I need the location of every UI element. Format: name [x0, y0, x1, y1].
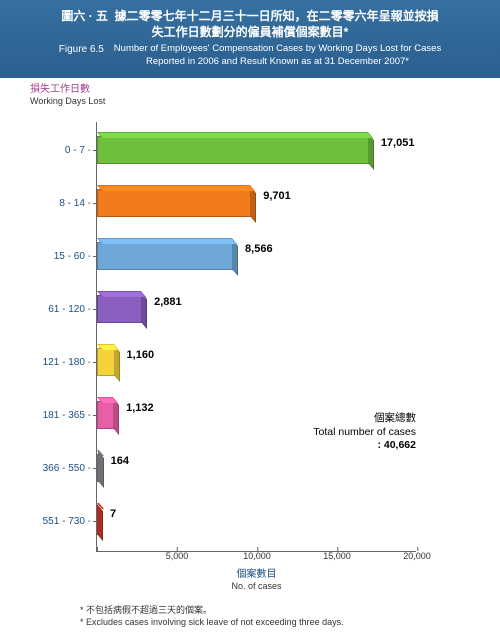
footnote-cn: * 不包括病假不超過三天的個案。 [80, 604, 480, 617]
bar: 9,701 [97, 189, 252, 217]
chart-area: 損失工作日數 Working Days Lost 5,00010,00015,0… [0, 78, 500, 552]
title-cn-l2: 失工作日數劃分的僱員補償個案數目* [152, 25, 349, 39]
y-axis-title-en: Working Days Lost [30, 96, 105, 106]
bar-category-label: 8 - 14 [59, 198, 97, 209]
y-axis-title-cn: 損失工作日數 [30, 84, 90, 95]
total-label-en: Total number of cases [313, 426, 416, 438]
bar-row: 121 - 1801,160 [97, 348, 116, 376]
y-axis-title: 損失工作日數 Working Days Lost [30, 84, 105, 108]
chart-header: 圖六 · 五 據二零零七年十二月三十一日所知，在二零零六年呈報並按損 失工作日數… [0, 0, 500, 78]
bar-row: 61 - 1202,881 [97, 295, 143, 323]
x-axis-title-en: No. of cases [231, 581, 281, 591]
footnote-en: * Excludes cases involving sick leave of… [80, 616, 480, 629]
bar-value-label: 2,881 [142, 296, 182, 308]
bar-row: 366 - 550164 [97, 454, 100, 482]
bar-value-label: 7 [98, 508, 116, 520]
bar-value-label: 8,566 [233, 243, 273, 255]
footnotes: * 不包括病假不超過三天的個案。 * Excludes cases involv… [80, 604, 480, 629]
total-label-cn: 個案總數 [374, 412, 416, 424]
total-box: 個案總數 Total number of cases : 40,662 [307, 412, 416, 453]
bar: 17,051 [97, 136, 370, 164]
x-tick: 5,000 [166, 551, 189, 561]
bar-row: 15 - 608,566 [97, 242, 234, 270]
bar-value-label: 17,051 [369, 137, 415, 149]
bar: 1,160 [97, 348, 116, 376]
bar-row: 551 - 7307 [97, 507, 99, 535]
x-tick: 10,000 [243, 551, 271, 561]
bar-value-label: 1,132 [114, 402, 154, 414]
figure-no-en: Figure 6.5 [59, 43, 104, 68]
bar: 1,132 [97, 401, 115, 429]
bar-value-label: 9,701 [251, 190, 291, 202]
plot: 5,00010,00015,00020,000 個案數目 No. of case… [96, 122, 416, 552]
bar-value-label: 1,160 [115, 349, 155, 361]
title-cn-l1: 據二零零七年十二月三十一日所知，在二零零六年呈報並按損 [115, 9, 439, 23]
bar-category-label: 61 - 120 [48, 304, 97, 315]
title-en-row: Figure 6.5 Number of Employees' Compensa… [20, 43, 480, 68]
x-tick: 20,000 [403, 551, 431, 561]
bar-category-label: 121 - 180 [43, 357, 97, 368]
x-tick: 15,000 [323, 551, 351, 561]
title-en-l2: Reported in 2006 and Result Known as at … [146, 56, 409, 67]
bar: 8,566 [97, 242, 234, 270]
bar-row: 181 - 3651,132 [97, 401, 115, 429]
bar-row: 0 - 717,051 [97, 136, 370, 164]
bar-category-label: 366 - 550 [43, 463, 97, 474]
title-en: Number of Employees' Compensation Cases … [114, 43, 441, 68]
bar-row: 8 - 149,701 [97, 189, 252, 217]
title-cn: 圖六 · 五 據二零零七年十二月三十一日所知，在二零零六年呈報並按損 失工作日數… [20, 8, 480, 40]
bar: 7 [97, 507, 99, 535]
x-axis-title-cn: 個案數目 [237, 569, 277, 580]
bar-category-label: 551 - 730 [43, 516, 97, 527]
bar-category-label: 181 - 365 [43, 410, 97, 421]
bar-value-label: 164 [99, 455, 129, 467]
x-axis-title: 個案數目 No. of cases [97, 569, 416, 593]
bar-category-label: 15 - 60 [54, 251, 97, 262]
title-en-l1: Number of Employees' Compensation Cases … [114, 43, 441, 54]
bar: 2,881 [97, 295, 143, 323]
bar: 164 [97, 454, 100, 482]
figure-no-cn: 圖六 · 五 [61, 9, 108, 23]
total-value: : 40,662 [377, 439, 416, 451]
